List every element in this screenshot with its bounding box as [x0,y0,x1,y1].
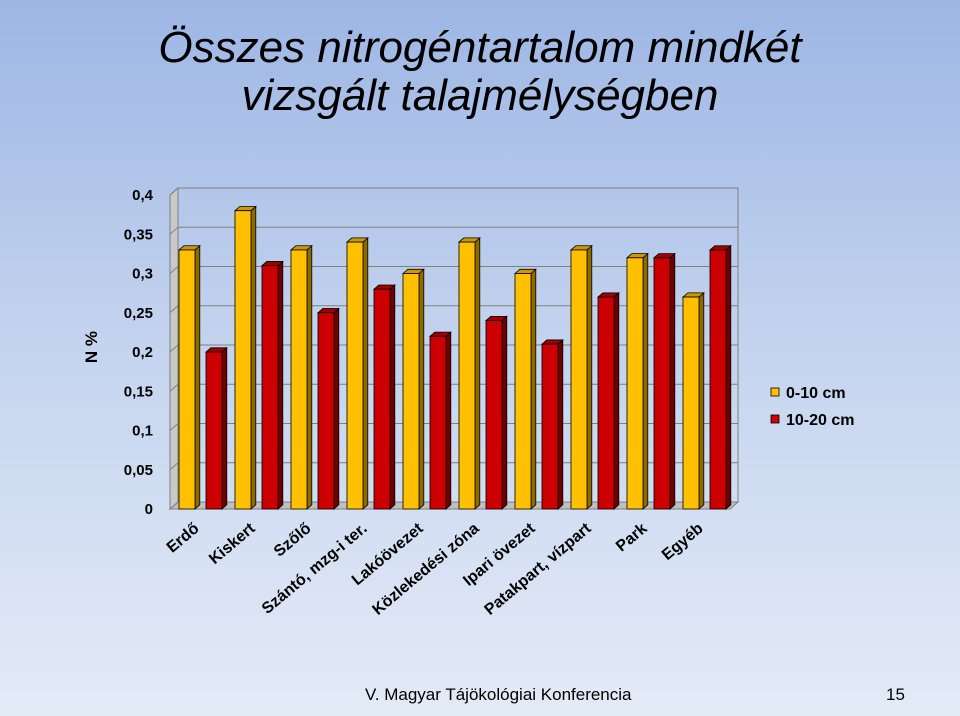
bar-side [474,237,481,510]
legend-swatch [770,387,780,397]
bar-side [333,307,340,510]
bar-side [445,331,452,510]
page-number: 15 [886,685,905,704]
bar-side [362,237,369,510]
x-category-label: Szőlő [271,520,315,561]
bar [682,296,700,510]
y-tick-label: 0 [145,501,153,518]
y-tick-label: 0,25 [124,305,153,322]
slide-title-line2: vizsgált talajmélységben [241,71,719,120]
gridline [169,305,738,314]
gridline [169,187,738,196]
bar-side [613,291,620,510]
legend-label: 0-10 cm [786,385,846,402]
bar-side [669,252,676,510]
bar [626,257,644,510]
bar [514,273,532,510]
bar [205,351,223,510]
bar [709,249,727,510]
bar [429,335,447,510]
bar-side [306,244,313,510]
x-category-label: Kiskert [206,520,259,568]
bar [653,257,671,510]
bar-side [221,346,228,510]
footer-conference: V. Magyar Tájökológiai Konferencia [365,685,632,704]
bar [541,343,559,510]
gridline [169,266,738,274]
slide-title-line1: Összes nitrogéntartalom mindkét [158,23,802,72]
gridline [169,226,738,235]
bar-side [642,252,649,510]
x-category-label: Szántó, mzg-i ter. [259,520,371,618]
bar [373,288,391,510]
bar [234,210,252,510]
bar [290,249,308,510]
bar [458,241,476,510]
x-category-label: Erdő [164,520,203,557]
bar-side [698,291,705,510]
y-tick-label: 0,3 [132,266,153,283]
bar [178,249,196,510]
bar-side [530,268,537,510]
x-category-label: Egyéb [659,520,707,564]
bar-side [501,315,508,510]
legend-label: 10-20 cm [786,412,855,429]
x-category-label: Patakpart, vízpart [481,520,595,619]
x-category-label: Park [613,520,651,555]
y-axis-label: N % [82,331,101,363]
bar-side [586,244,593,510]
bar [261,265,279,510]
y-tick-label: 0,35 [124,226,153,243]
bar-side [418,268,425,510]
x-category-label: Közlekedési zóna [369,520,482,619]
y-tick-label: 0,05 [124,462,153,479]
y-tick-label: 0,2 [132,344,153,361]
y-tick-label: 0,1 [132,423,153,440]
y-tick-label: 0,15 [124,383,153,400]
bar-side [194,244,201,510]
y-tick-label: 0,4 [132,187,154,204]
bar-side [557,339,564,510]
slide-title: Összes nitrogéntartalom mindkét vizsgált… [0,24,960,120]
bar-side [725,244,732,510]
bar [346,241,364,510]
bar-side [250,205,257,510]
bar [485,320,503,510]
bar [317,312,335,510]
bar [570,249,588,510]
bar [402,273,420,510]
bar-side [277,260,284,510]
legend-swatch [770,414,780,424]
bar [597,296,615,510]
bar-side [389,284,396,510]
